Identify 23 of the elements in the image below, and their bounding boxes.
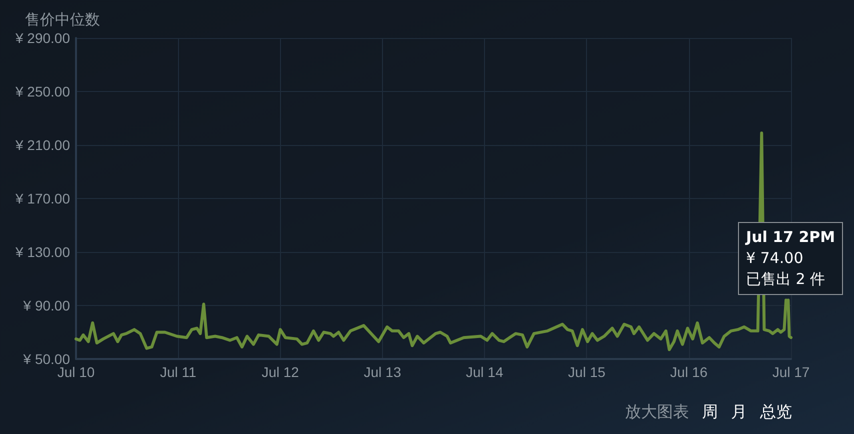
text: 周 (702, 402, 718, 421)
y-tick-label: ¥ 170.00 (14, 190, 70, 206)
x-tick-label: Jul 10 (57, 364, 95, 380)
y-tick-label: ¥ 250.00 (14, 84, 70, 100)
text: 放大图表 (625, 402, 689, 421)
annotation: 已售出 2 件 (746, 269, 826, 290)
chart-title: 售价中位数 (25, 10, 100, 28)
y-tick-label: ¥ 130.00 (14, 244, 70, 260)
text: 总览 (760, 402, 792, 421)
x-tick-label: Jul 17 (772, 364, 810, 380)
x-tick-label: Jul 11 (160, 364, 197, 380)
annotation: Jul 17 2PM (746, 227, 836, 248)
x-tick-label: Jul 14 (466, 364, 504, 380)
annotation: ¥ 74.00 (746, 248, 804, 269)
x-tick-label: Jul 15 (568, 364, 606, 380)
x-tick-label: Jul 16 (670, 364, 708, 380)
x-tick-label: Jul 12 (262, 364, 300, 380)
y-tick-label: ¥ 290.00 (14, 30, 70, 46)
x-tick-label: Jul 13 (364, 364, 402, 380)
y-tick-label: ¥ 210.00 (14, 137, 70, 153)
text: 月 (731, 402, 747, 421)
y-tick-label: ¥ 50.00 (22, 351, 70, 367)
y-tick-label: ¥ 90.00 (22, 298, 70, 314)
